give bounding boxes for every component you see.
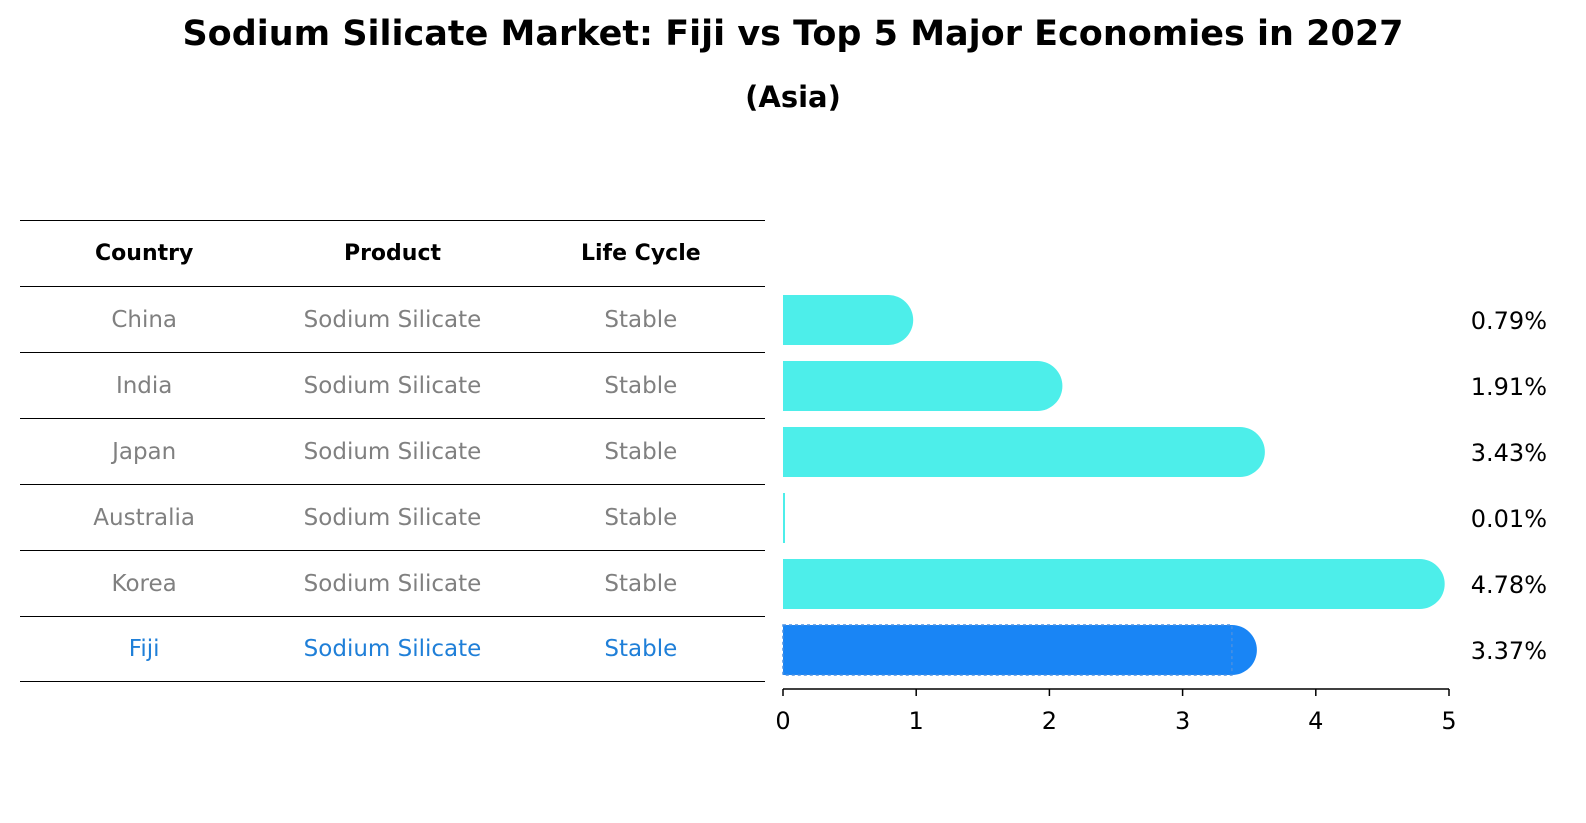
bar-highlight-outline: [782, 624, 1233, 676]
cell-country: Korea: [111, 570, 177, 597]
x-tick-label: 4: [1308, 707, 1323, 735]
table-row: India Sodium Silicate Stable: [20, 352, 765, 418]
x-tick-label: 2: [1042, 707, 1057, 735]
x-tick-label: 0: [775, 707, 790, 735]
column-header-country: Country: [95, 241, 194, 266]
cell-product: Sodium Silicate: [303, 306, 482, 333]
cell-life-cycle: Stable: [604, 306, 678, 333]
data-table: Country Product Life Cycle China Sodium …: [20, 220, 765, 682]
chart-title: Sodium Silicate Market: Fiji vs Top 5 Ma…: [182, 14, 1404, 54]
column-header-product: Product: [343, 241, 442, 266]
cell-product: Sodium Silicate: [303, 504, 482, 531]
chart-subtitle: (Asia): [745, 80, 841, 114]
table-row-highlighted: Fiji Sodium Silicate Stable: [20, 616, 765, 682]
cell-country: Australia: [93, 504, 196, 531]
value-label-india: 1.91%: [1471, 373, 1547, 401]
value-label-korea: 4.78%: [1471, 571, 1547, 599]
cell-country: Fiji: [128, 636, 160, 662]
cell-life-cycle: Stable: [604, 636, 678, 662]
cell-country: India: [115, 372, 173, 399]
cell-country: Japan: [112, 438, 177, 465]
cell-product: Sodium Silicate: [303, 636, 482, 662]
cell-life-cycle: Stable: [604, 570, 678, 597]
table-row: Australia Sodium Silicate Stable: [20, 484, 765, 550]
column-header-life-cycle: Life Cycle: [580, 241, 701, 266]
cell-product: Sodium Silicate: [303, 372, 482, 399]
cell-life-cycle: Stable: [604, 504, 678, 531]
cell-product: Sodium Silicate: [303, 438, 482, 465]
x-tick-label: 1: [909, 707, 924, 735]
x-tick-label: 5: [1441, 707, 1456, 735]
cell-life-cycle: Stable: [604, 372, 678, 399]
value-label-china: 0.79%: [1471, 307, 1547, 335]
bar-fiji: [783, 625, 1257, 675]
bar-china: [783, 295, 914, 345]
cell-country: China: [111, 306, 178, 333]
value-label-fiji: 3.37%: [1471, 637, 1547, 665]
value-label-australia: 0.01%: [1471, 505, 1547, 533]
bar-india: [783, 361, 1063, 411]
table-row: Japan Sodium Silicate Stable: [20, 418, 765, 484]
bar-japan: [783, 427, 1265, 477]
table-row: China Sodium Silicate Stable: [20, 286, 765, 352]
cell-life-cycle: Stable: [604, 438, 678, 465]
x-tick-label: 3: [1175, 707, 1190, 735]
bar-australia: [783, 493, 785, 543]
cell-product: Sodium Silicate: [303, 570, 482, 597]
table-row: Korea Sodium Silicate Stable: [20, 550, 765, 616]
bar-korea: [783, 559, 1445, 609]
table-header-row: Country Product Life Cycle: [20, 220, 765, 286]
value-label-japan: 3.43%: [1471, 439, 1547, 467]
